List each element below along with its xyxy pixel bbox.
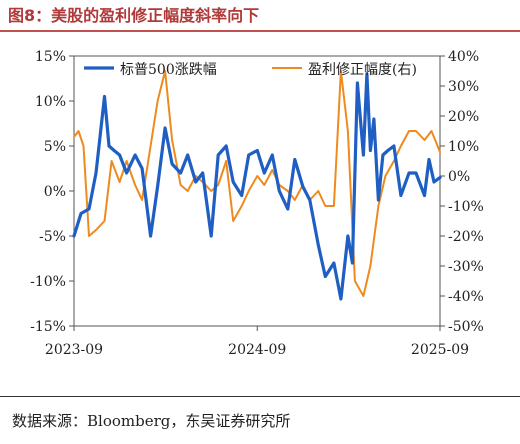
legend-item-sp500-label: 标普500涨跌幅 xyxy=(120,62,217,78)
right-axis-tick-label: -10% xyxy=(448,199,484,215)
legend-item-earnings-revision-label: 盈利修正幅度(右) xyxy=(308,62,417,78)
plot-frame xyxy=(73,55,441,327)
chart-series xyxy=(72,70,442,301)
right-axis-tick-label: 30% xyxy=(448,79,479,95)
left-axis-tick-label: 10% xyxy=(35,94,66,110)
left-axis-tick-label: 0% xyxy=(44,184,66,200)
x-axis-tick-label: 2025-09 xyxy=(411,342,469,358)
right-axis-tick-label: 40% xyxy=(448,49,479,65)
right-axis-tick-label: -30% xyxy=(448,259,484,275)
left-axis-tick-label: -10% xyxy=(30,274,66,290)
x-axis-tick-label: 2024-09 xyxy=(228,342,286,358)
source-rule xyxy=(0,396,520,397)
right-axis-tick-label: 10% xyxy=(448,139,479,155)
x-axis-tick-label: 2023-09 xyxy=(45,342,103,358)
series-line-sp500-change xyxy=(72,72,442,301)
figure-title: 图8：美股的盈利修正幅度斜率向下 xyxy=(8,6,260,25)
chart-axes: -15% -10% -5% 0% 5% 10% 15% -50% -40% -30% -20% -10… xyxy=(30,49,484,358)
left-axis-tick-label: 5% xyxy=(44,139,66,155)
right-axis-tick-label: -50% xyxy=(448,319,484,335)
left-axis-tick-label: -5% xyxy=(39,229,66,245)
right-axis-tick-label: -20% xyxy=(448,229,484,245)
chart-legend: 标普500涨跌幅 盈利修正幅度(右) xyxy=(84,62,417,78)
left-axis-tick-label: -15% xyxy=(30,319,66,335)
left-axis-tick-label: 15% xyxy=(35,49,66,65)
right-axis-tick-label: -40% xyxy=(448,289,484,305)
title-rule xyxy=(0,30,520,32)
series-line-earnings-revision xyxy=(73,70,441,297)
source-note: 数据来源：Bloomberg，东吴证券研究所 xyxy=(12,412,291,430)
right-axis-tick-label: 20% xyxy=(448,109,479,125)
right-axis-tick-label: 0% xyxy=(448,169,470,185)
